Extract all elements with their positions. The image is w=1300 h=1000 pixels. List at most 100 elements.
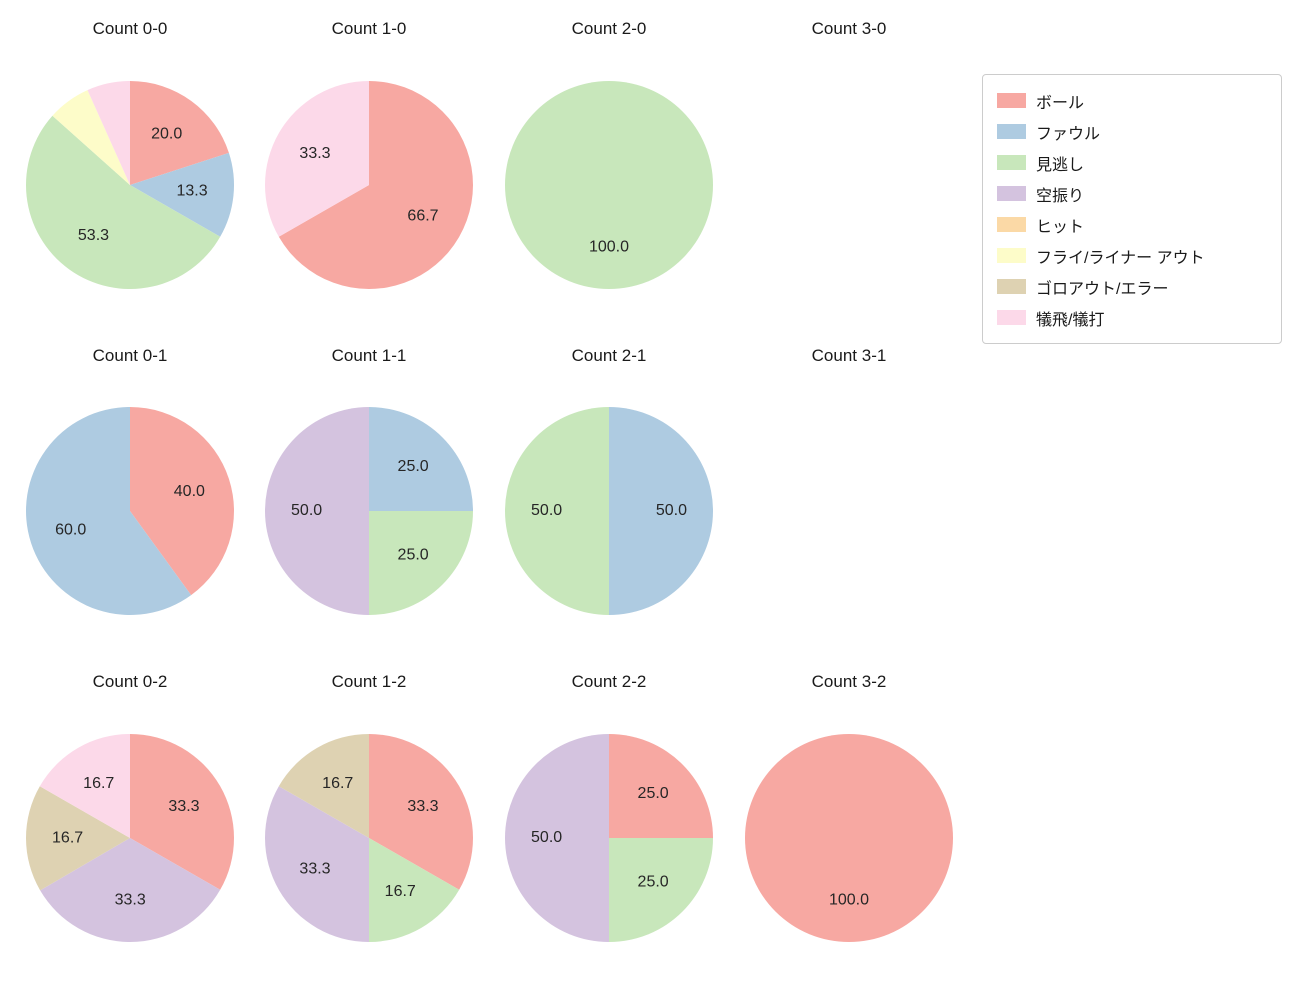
pie-slice-label: 50.0 (531, 502, 562, 519)
pie-chart-count-0-0: 20.0 13.3 53.3 (26, 81, 234, 289)
pie-slice-label: 13.3 (176, 183, 207, 200)
pie-slice-label: 16.7 (83, 775, 114, 792)
pie-slice-label: 16.7 (385, 883, 416, 900)
pie-slice (369, 838, 460, 942)
legend-label: ファウル (1036, 125, 1101, 143)
pie-slice-label: 33.3 (299, 860, 330, 877)
pie-slice (745, 734, 953, 942)
pie-slice (265, 81, 369, 237)
pie-slice (130, 152, 234, 237)
legend-item: 空振り (997, 178, 1267, 209)
pie-slice-label: 53.3 (78, 227, 109, 244)
pie-chart-count-1-2: 33.3 16.7 33.3 16.7 (264, 734, 473, 942)
legend-item: 見逃し (997, 147, 1267, 178)
pie-slice (369, 734, 473, 890)
pie-slice (87, 81, 130, 185)
pie-slice-label: 100.0 (589, 239, 629, 256)
pie-slice (25, 786, 130, 891)
legend-swatch-hit (997, 217, 1026, 232)
chart-title-count-3-0: Count 3-0 (811, 19, 887, 38)
chart-title-count-3-2: Count 3-2 (811, 672, 887, 691)
pie-slice (40, 838, 221, 942)
pie-slice (609, 838, 713, 942)
legend-swatch-fly-out (997, 248, 1026, 263)
pie-chart-count-0-1: 40.0 60.0 (26, 407, 235, 615)
legend-label: ヒット (1036, 218, 1085, 236)
chart-title-count-2-1: Count 2-1 (571, 346, 647, 365)
legend-label: 犠飛/犠打 (1036, 311, 1105, 329)
chart-title-count-0-0: Count 0-0 (92, 19, 168, 38)
pie-chart-count-2-1: 50.0 50.0 (505, 407, 713, 615)
pie-chart-count-1-1: 25.0 25.0 50.0 (265, 407, 473, 615)
legend-item: ヒット (997, 209, 1267, 240)
legend-swatch-ball (997, 93, 1026, 108)
legend-item: ボール (997, 85, 1267, 116)
legend-swatch-foul (997, 124, 1026, 139)
pie-slice-label: 66.7 (407, 207, 438, 224)
chart-title-count-1-2: Count 1-2 (331, 672, 407, 691)
pie-chart-count-1-0: 66.7 33.3 (265, 81, 473, 289)
legend-item: フライ/ライナー アウト (997, 240, 1267, 271)
pie-slice-label: 100.0 (829, 892, 869, 909)
pie-slice (278, 81, 473, 289)
pie-slice (505, 407, 609, 615)
pie-chart-count-3-1 (739, 401, 959, 621)
pie-slice-label: 16.7 (52, 829, 83, 846)
pie-slice (369, 511, 473, 615)
pie-slice (505, 734, 609, 942)
pie-slice (26, 115, 221, 289)
chart-title-count-1-0: Count 1-0 (331, 19, 407, 38)
pie-chart-count-0-2: 33.3 33.3 16.7 16.7 (25, 734, 234, 942)
pie-slice-label: 25.0 (398, 546, 429, 563)
legend: ボール ファウル 見逃し 空振り ヒット フライ/ライナー アウト ゴロアウト/… (982, 74, 1282, 344)
pie-slice (609, 734, 713, 838)
pie-slice-label: 50.0 (531, 829, 562, 846)
legend-label: ゴロアウト/エラー (1036, 280, 1169, 298)
pie-slice-label: 40.0 (174, 483, 205, 500)
legend-label: フライ/ライナー アウト (1036, 249, 1205, 267)
pie-slice-label: 16.7 (322, 775, 353, 792)
pie-chart-count-3-0 (739, 75, 959, 295)
legend-swatch-sacrifice (997, 310, 1026, 325)
pie-slice (278, 734, 369, 838)
pie-slice-label: 25.0 (638, 785, 669, 802)
pie-slice (265, 407, 369, 615)
pie-slice (52, 90, 130, 185)
pie-slice (26, 407, 192, 615)
pie-slice (264, 786, 369, 942)
legend-swatch-swinging (997, 186, 1026, 201)
pie-slice-label: 20.0 (151, 126, 182, 143)
pie-chart-count-3-2: 100.0 (745, 734, 953, 942)
legend-label: 空振り (1036, 187, 1085, 205)
pie-slice-label: 33.3 (299, 145, 330, 162)
pie-slice-label: 33.3 (407, 798, 438, 815)
pie-slice (369, 407, 473, 511)
pie-slice (130, 81, 229, 185)
chart-title-count-2-2: Count 2-2 (571, 672, 647, 691)
chart-title-count-1-1: Count 1-1 (331, 346, 407, 365)
pie-slice-label: 25.0 (398, 458, 429, 475)
legend-label: ボール (1036, 94, 1085, 112)
pie-slice-label: 33.3 (168, 798, 199, 815)
pie-slice (609, 407, 713, 615)
pie-slice (130, 407, 235, 596)
chart-title-count-3-1: Count 3-1 (811, 346, 887, 365)
pie-chart-count-2-2: 25.0 25.0 50.0 (505, 734, 713, 942)
legend-swatch-ground-out (997, 279, 1026, 294)
pie-slice (505, 81, 713, 289)
chart-title-count-0-2: Count 0-2 (92, 672, 168, 691)
chart-title-count-0-1: Count 0-1 (92, 346, 168, 365)
legend-label: 見逃し (1036, 156, 1085, 174)
legend-item: 犠飛/犠打 (997, 302, 1267, 333)
legend-item: ファウル (997, 116, 1267, 147)
pie-slice-label: 25.0 (638, 873, 669, 890)
pie-slice-label: 33.3 (115, 892, 146, 909)
pie-slice-label: 50.0 (291, 502, 322, 519)
pie-chart-count-2-0: 100.0 (505, 81, 713, 289)
pie-slice-label: 60.0 (55, 522, 86, 539)
pie-slice (39, 734, 130, 838)
pie-slice (130, 734, 234, 890)
pie-slice-label: 50.0 (656, 502, 687, 519)
legend-swatch-called (997, 155, 1026, 170)
